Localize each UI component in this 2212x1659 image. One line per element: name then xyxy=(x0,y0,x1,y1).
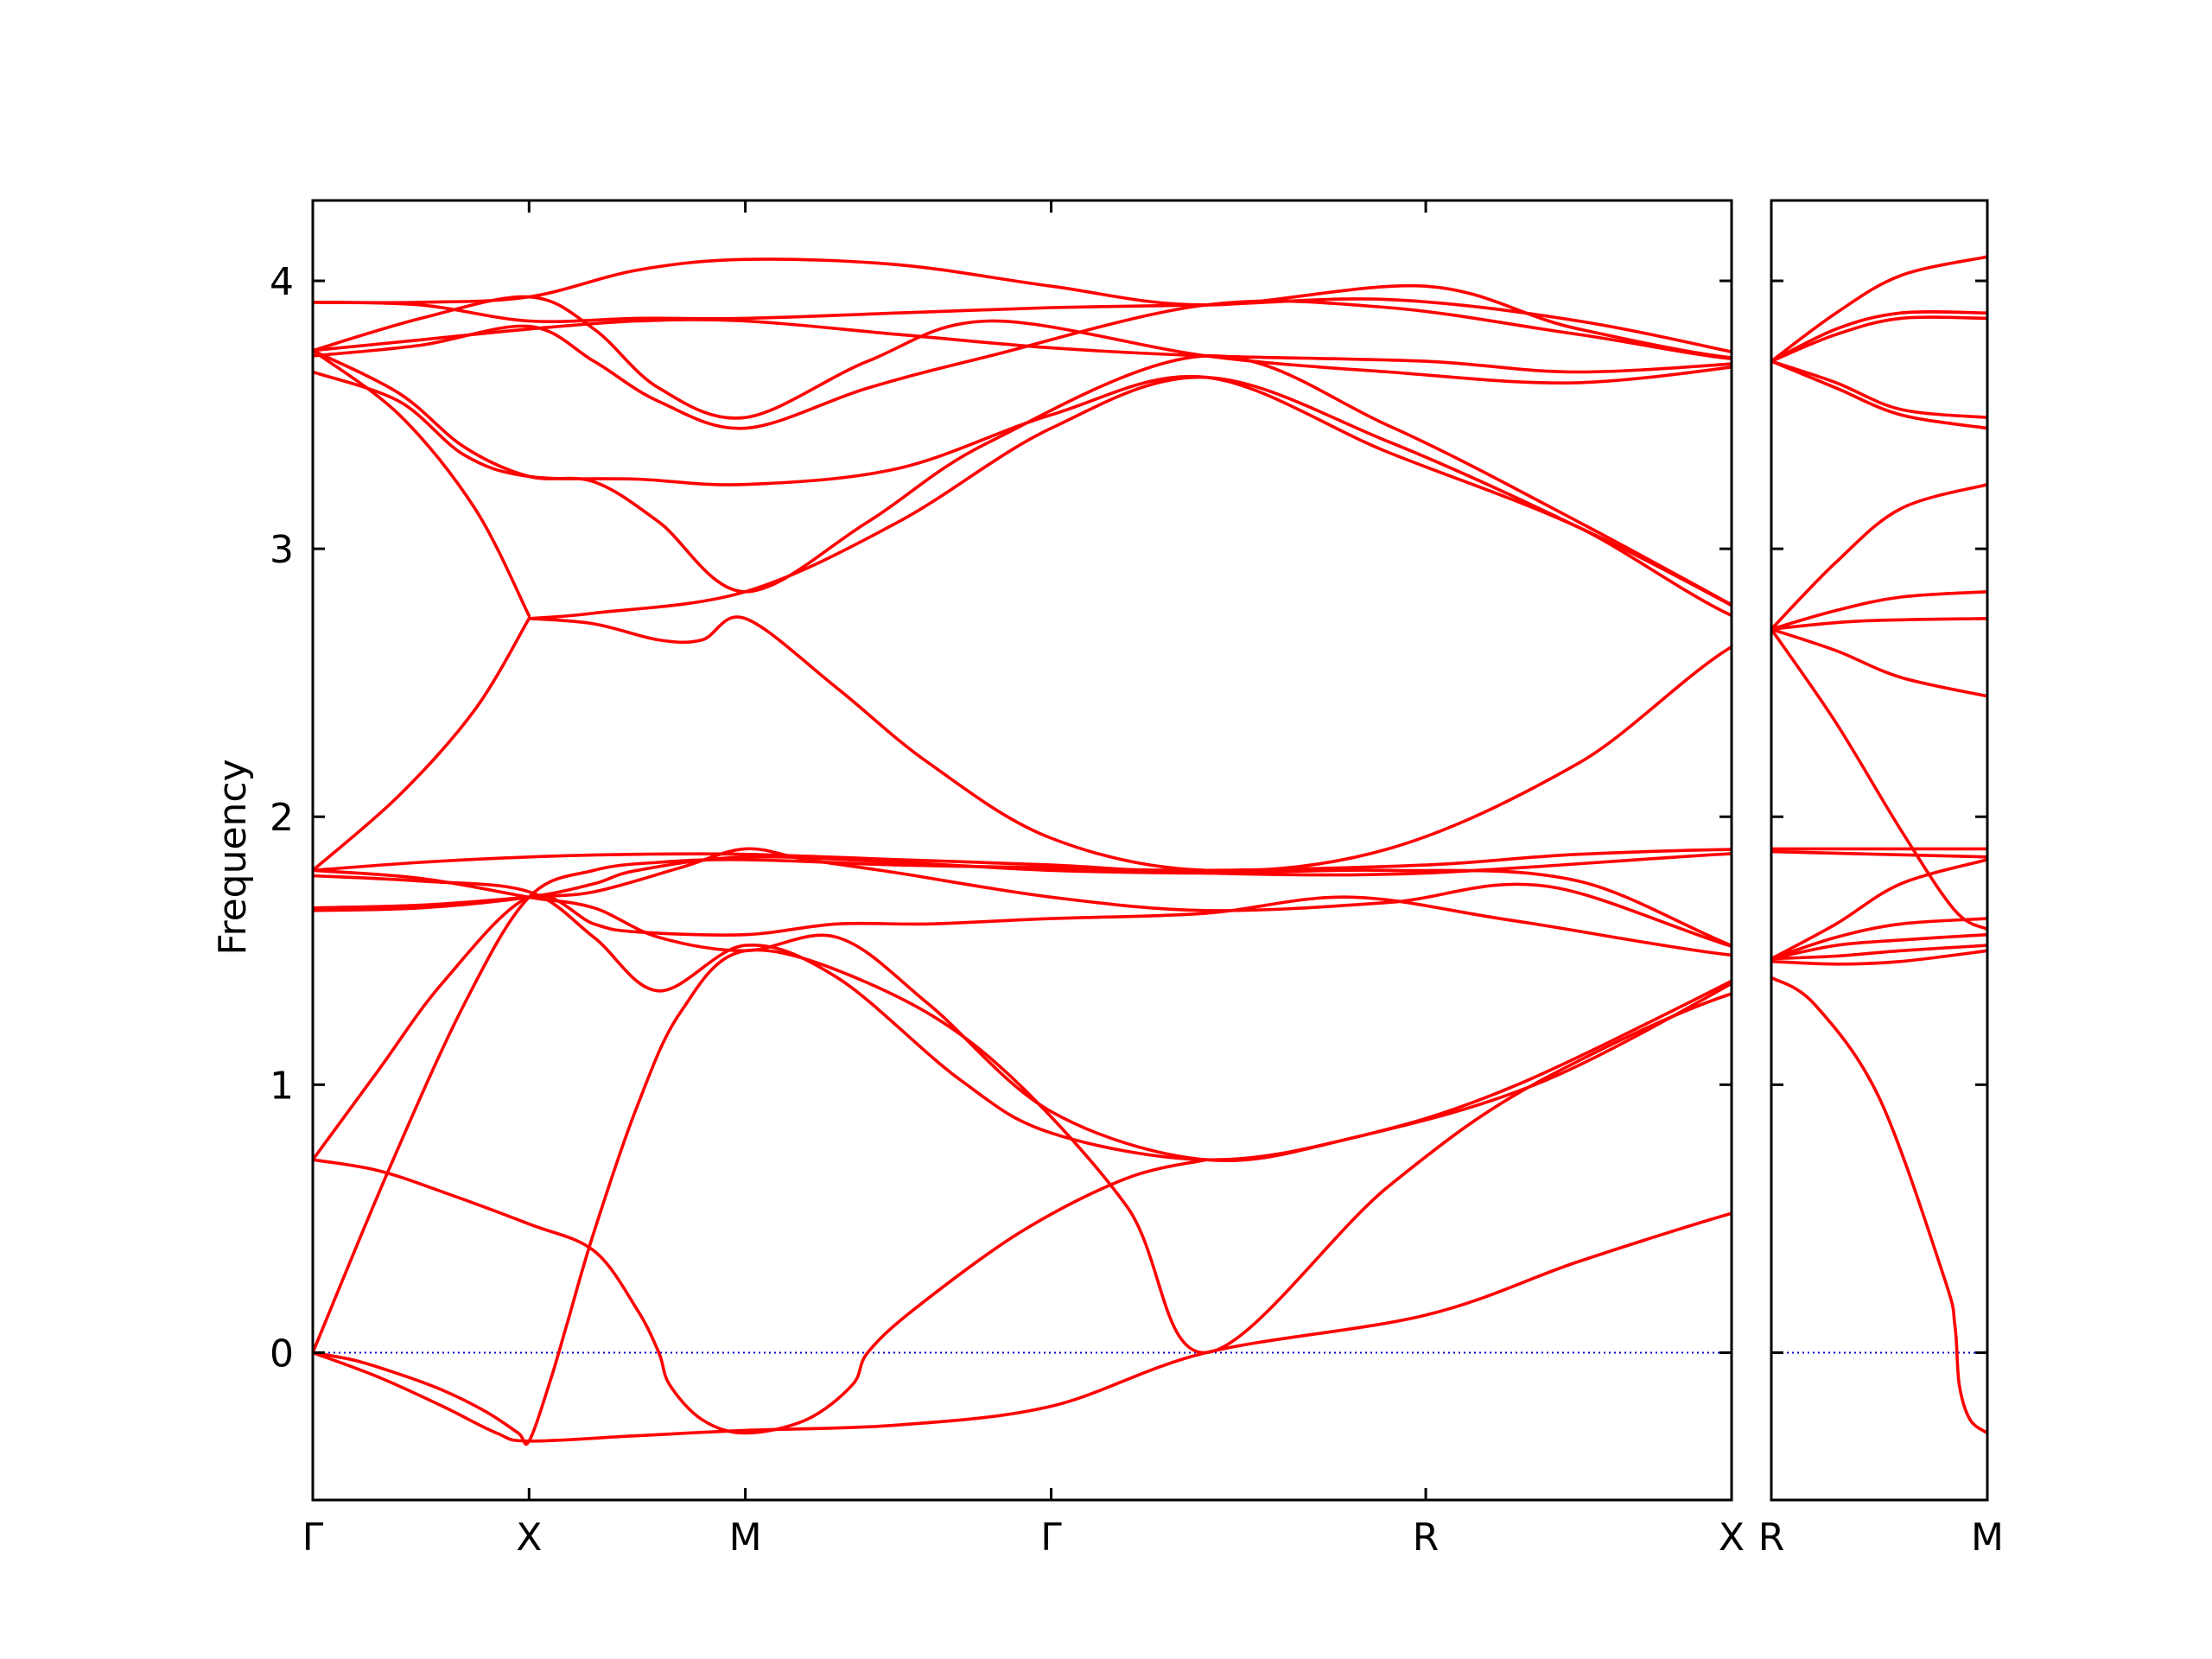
band-line-b8 xyxy=(527,615,1732,873)
band-line-b4 xyxy=(313,1158,1208,1435)
panel-frame xyxy=(311,199,1733,1502)
band-line-b2 xyxy=(313,948,1732,1446)
band-line-b5 xyxy=(313,893,1732,1161)
band-line-c15 xyxy=(1771,359,1987,419)
x-tick-label: Γ xyxy=(1040,1516,1062,1560)
band-line-b14 xyxy=(313,348,531,618)
band-line-c10 xyxy=(1771,627,1987,698)
y-tick-label: 2 xyxy=(270,796,294,840)
plot-panel-1: 0 1 2 3 4 Γ X M Γ R X xyxy=(270,199,1745,1560)
band-line-b16 xyxy=(313,348,1732,607)
band-line-b6 xyxy=(313,617,531,873)
x-tick-label: X xyxy=(1719,1516,1745,1560)
band-line-c3 xyxy=(1771,944,1987,961)
band-line-c2 xyxy=(1771,949,1987,966)
y-tick-label: 0 xyxy=(270,1332,294,1376)
band-line-b20 xyxy=(313,257,1732,359)
band-line-b13 xyxy=(313,868,1732,1163)
band-line-b17 xyxy=(313,318,1732,374)
band-line-b7 xyxy=(527,375,1732,620)
band-line-b1 xyxy=(313,1211,1732,1443)
band-line-c11 xyxy=(1771,617,1987,631)
band-line-b15 xyxy=(313,370,1732,607)
band-line-c14 xyxy=(1771,359,1987,430)
band-line-c8 xyxy=(1771,849,1987,859)
band-line-c13 xyxy=(1771,482,1987,631)
band-line-b11 xyxy=(313,855,1732,948)
y-tick-label: 1 xyxy=(270,1064,294,1108)
x-tick-label: R xyxy=(1413,1516,1440,1560)
band-line-b21 xyxy=(313,295,1732,420)
panel-frame xyxy=(1770,199,1989,1502)
band-line-c5 xyxy=(1771,917,1987,961)
x-tick-label: M xyxy=(1971,1516,2004,1560)
band-line-c18 xyxy=(1771,255,1987,363)
band-line-c4 xyxy=(1771,932,1987,961)
band-line-c16 xyxy=(1771,315,1987,363)
x-tick-label: R xyxy=(1758,1516,1785,1560)
band-line-b18 xyxy=(313,299,1732,430)
band-line-c1 xyxy=(1771,976,1987,1435)
band-line-c17 xyxy=(1771,310,1987,363)
band-line-b10 xyxy=(313,847,1732,948)
band-line-b9 xyxy=(313,852,1732,877)
y-tick-label: 3 xyxy=(270,528,294,572)
band-line-c9 xyxy=(1771,627,1987,931)
band-line-c12 xyxy=(1771,590,1987,631)
x-tick-label: Γ xyxy=(302,1516,324,1560)
band-line-c6 xyxy=(1771,858,1987,961)
x-tick-label: M xyxy=(729,1516,762,1560)
x-tick-label: X xyxy=(516,1516,542,1560)
y-axis-title: Frequency xyxy=(211,759,255,955)
y-tick-label: 4 xyxy=(270,260,294,304)
